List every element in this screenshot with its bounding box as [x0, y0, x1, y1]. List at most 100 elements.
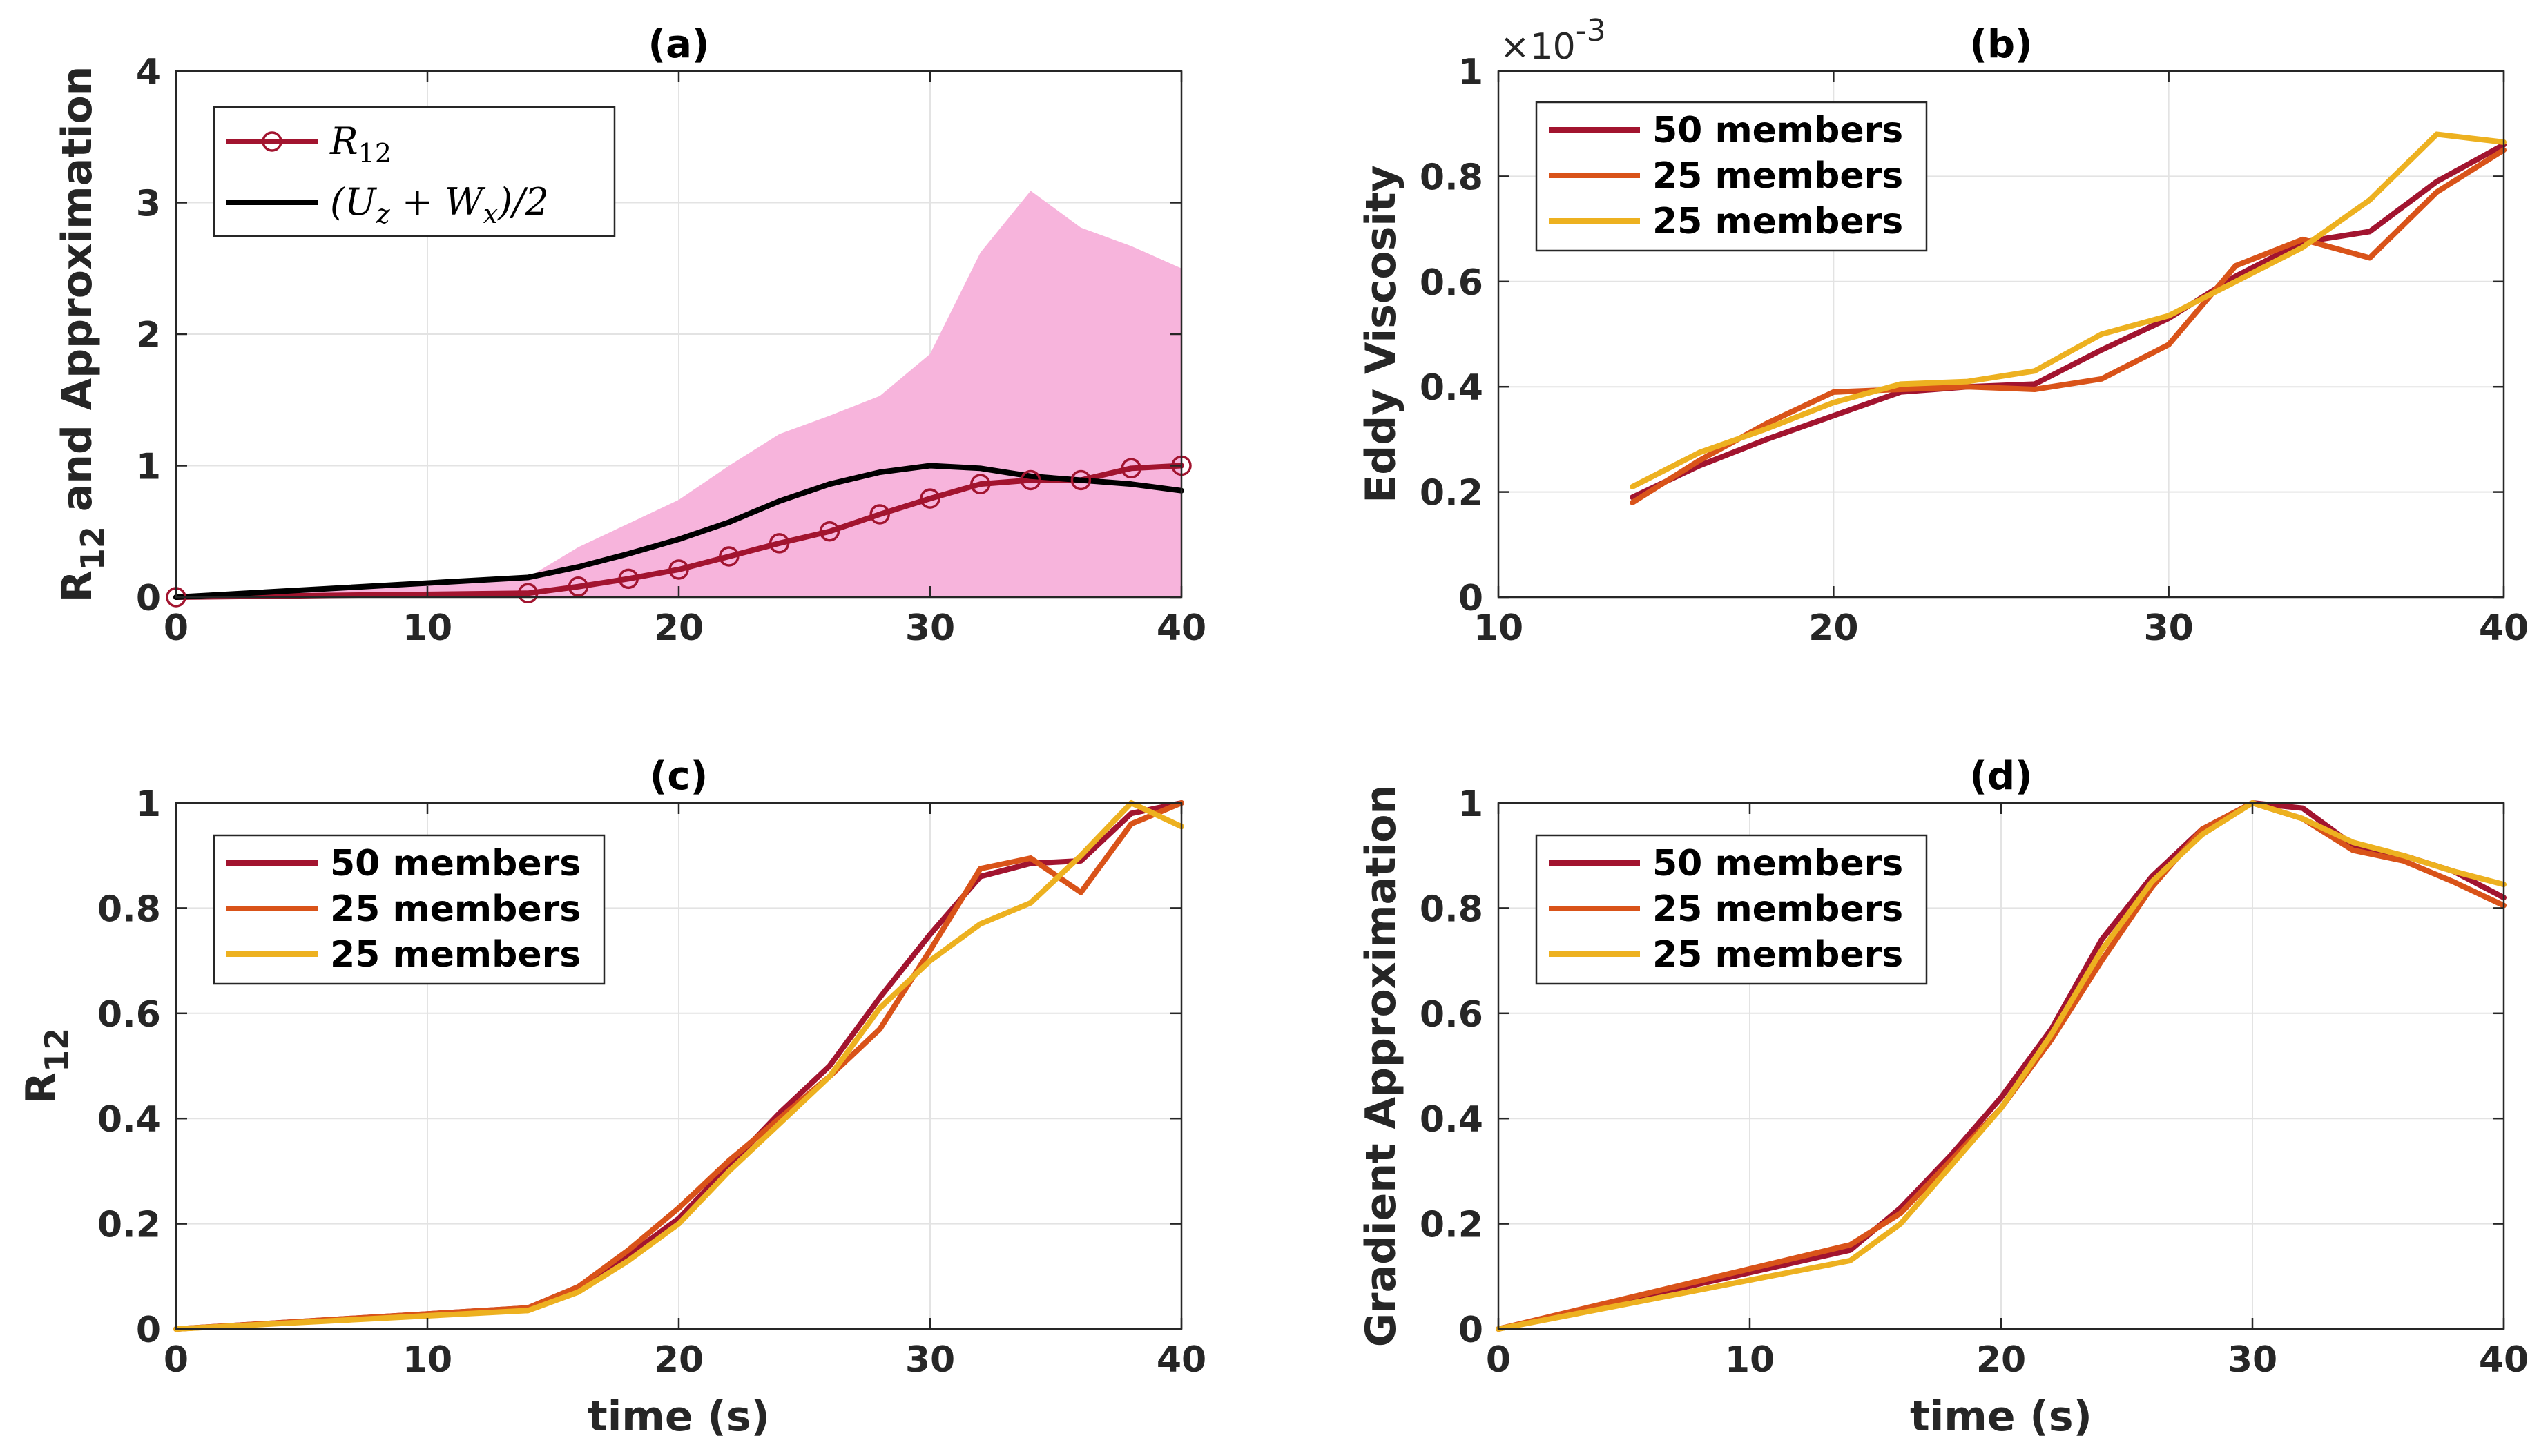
panel-title: (c)	[650, 754, 708, 799]
y-tick-label: 3	[136, 184, 161, 225]
y-tick-label: 0.6	[1420, 994, 1483, 1036]
panel-d: 0 10 20 30 40 0 0.2 0.4 0.6 0.8 1 (d) time (s) Gradie…	[1357, 754, 2529, 1441]
y-tick-label: 2	[136, 315, 161, 356]
y-tick-label: 0.4	[1420, 1099, 1483, 1140]
shaded-range-band	[176, 191, 1181, 598]
y-tick-label: 0	[1458, 1310, 1483, 1351]
y-tick-label: 0.2	[97, 1205, 161, 1246]
data-point-marker	[568, 576, 589, 597]
y-tick-label: 0	[136, 1310, 161, 1351]
series-line-3	[1630, 131, 2507, 489]
y-tick-label: 0.6	[1420, 262, 1483, 304]
x-tick-label: 0	[164, 608, 189, 649]
data-point-marker	[1121, 458, 1141, 479]
x-tick-label: 10	[403, 608, 452, 649]
x-tick-label: 0	[164, 1339, 189, 1381]
legend-label: 50 members	[1652, 843, 1903, 884]
legend-label: 25 members	[330, 889, 581, 930]
series-line-3	[173, 800, 1184, 1332]
data-point-marker	[618, 568, 639, 590]
legend-marker-swatch	[262, 131, 282, 152]
x-tick-label: 40	[2479, 1339, 2529, 1381]
y-tick-label: 1	[1458, 52, 1483, 93]
y-tick-label: 1	[136, 784, 161, 825]
y-tick-label: 4	[136, 52, 161, 93]
data-point-marker	[517, 583, 539, 604]
legend-label-subscript: z	[376, 199, 391, 229]
legend-label-mid: + W	[390, 180, 487, 224]
y-tick-label: 0.4	[97, 1099, 161, 1140]
x-tick-label: 10	[403, 1339, 452, 1381]
panel-b: 10 20 30 40 0 0.2 0.4 0.6 0.8 1 (b) Eddy Viscosity ×…	[1357, 13, 2529, 649]
y-tick-label: 0.4	[1420, 367, 1483, 409]
y-tick-label: 0.8	[97, 889, 161, 930]
data-point-marker	[1070, 469, 1092, 491]
y-tick-label: 0.2	[1420, 1205, 1483, 1246]
legend-label-subscript-2: x	[483, 199, 498, 229]
x-tick-label: 30	[905, 608, 955, 649]
y-tick-label: 0.2	[1420, 473, 1483, 514]
x-tick-label: 30	[2228, 1339, 2277, 1381]
series-line-3	[1496, 800, 2507, 1332]
legend-label: 25 members	[330, 934, 581, 975]
y-axis-label: Gradient Approximation	[1357, 785, 1405, 1347]
x-tick-label: 20	[654, 1339, 704, 1381]
x-tick-label: 40	[2479, 608, 2529, 649]
legend-label: 50 members	[1652, 110, 1903, 151]
panel-title: (a)	[648, 22, 710, 67]
y-tick-label: 0	[136, 578, 161, 619]
panel-c: 0 10 20 30 40 0 0.2 0.4 0.6 0.8 1 (c) time (s) R12 50 …	[17, 754, 1206, 1441]
y-axis-label-subscript: 12	[38, 1028, 75, 1072]
x-tick-label: 20	[1808, 608, 1858, 649]
legend-label: 25 members	[1652, 201, 1903, 242]
legend-label-main: R	[329, 119, 358, 163]
x-tick-label: 30	[905, 1339, 955, 1381]
legend-label-end: )/2	[497, 180, 549, 224]
y-tick-label: 1	[1458, 784, 1483, 825]
y-axis-label: R12 and Approximation	[53, 66, 111, 603]
x-tick-label: 10	[1725, 1339, 1775, 1381]
axes-box	[1497, 70, 2505, 599]
legend-label-subscript: 12	[358, 138, 392, 168]
x-tick-label: 10	[1474, 608, 1523, 649]
legend-label: 25 members	[1652, 934, 1903, 975]
x-axis-label: time (s)	[1910, 1392, 2092, 1441]
x-axis-label: time (s)	[588, 1392, 770, 1441]
legend-label-main: (U	[330, 180, 377, 224]
x-tick-label: 40	[1157, 608, 1206, 649]
y-axis-label: R12	[17, 1028, 75, 1104]
x-tick-label: 20	[1976, 1339, 2026, 1381]
legend-label: 50 members	[330, 843, 581, 884]
legend-box	[213, 106, 616, 237]
axis-exponent: ×10-3	[1500, 13, 1606, 68]
y-tick-label: 0	[1458, 578, 1483, 619]
legend-label: 25 members	[1652, 155, 1903, 197]
data-point-marker	[769, 533, 790, 554]
legend-label: 25 members	[1652, 889, 1903, 930]
y-axis-label-main: R	[53, 570, 102, 602]
legend-label: (Uz + Wx)/2	[330, 180, 549, 229]
series-line-2	[1630, 147, 2507, 505]
panel-title: (b)	[1969, 22, 2032, 67]
data-point-marker	[1020, 469, 1041, 491]
data-point-marker	[920, 488, 940, 509]
y-axis-label: Eddy Viscosity	[1357, 165, 1405, 503]
y-tick-label: 1	[136, 447, 161, 488]
series-line-2	[173, 463, 1184, 600]
y-axis-label-rest: and Approximation	[53, 66, 102, 527]
axis-exponent-power: -3	[1576, 13, 1606, 48]
series-line-1	[1630, 142, 2507, 501]
data-point-marker	[819, 521, 840, 542]
y-axis-label-main: R	[17, 1072, 66, 1104]
axis-exponent-base: ×10	[1500, 26, 1576, 68]
y-tick-label: 0.8	[1420, 157, 1483, 198]
x-tick-label: 30	[2143, 608, 2193, 649]
series-line-2	[1496, 800, 2507, 1332]
x-tick-label: 40	[1157, 1339, 1206, 1381]
data-point-marker	[668, 559, 689, 580]
x-tick-label: 20	[654, 608, 704, 649]
